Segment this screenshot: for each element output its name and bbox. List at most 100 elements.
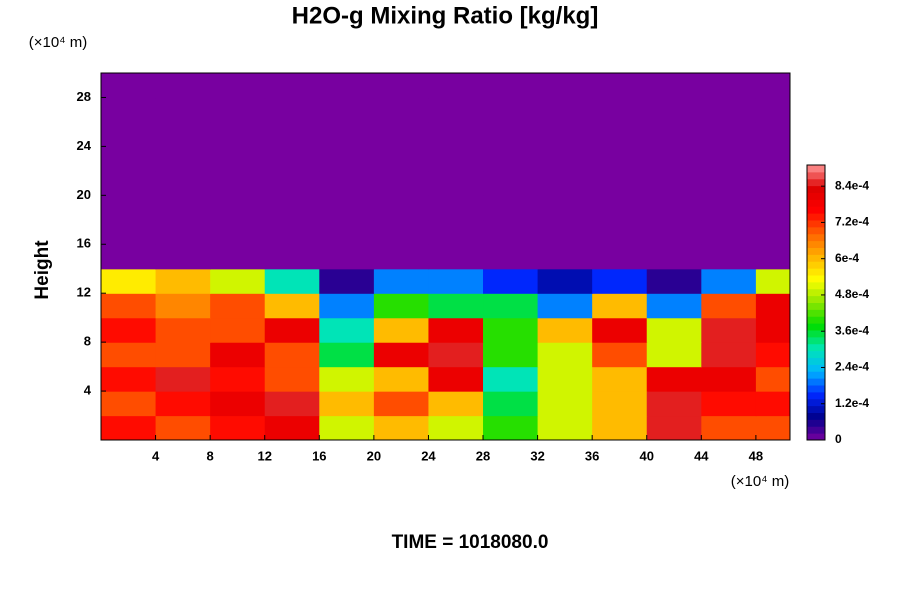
heatmap-cell xyxy=(428,391,484,417)
heatmap-cell xyxy=(646,97,702,123)
heatmap-cell xyxy=(210,391,266,417)
heatmap-cell xyxy=(264,146,320,172)
heatmap-cell xyxy=(537,121,593,147)
heatmap-cell xyxy=(428,293,484,319)
heatmap-cell xyxy=(101,293,157,319)
heatmap-cell xyxy=(483,195,539,221)
heatmap-cell xyxy=(483,121,539,147)
heatmap-cell xyxy=(101,73,157,99)
heatmap-cell xyxy=(483,146,539,172)
heatmap-cell xyxy=(101,391,157,417)
heatmap-cell xyxy=(319,73,375,99)
heatmap-cell xyxy=(373,121,430,147)
heatmap-cell xyxy=(537,97,593,123)
heatmap-cell xyxy=(101,219,157,245)
colorbar-band xyxy=(807,302,825,310)
heatmap-cell xyxy=(155,195,211,221)
y-tick-label: 28 xyxy=(77,89,91,104)
colorbar-band xyxy=(807,220,825,228)
heatmap-cell xyxy=(264,121,320,147)
heatmap-cell xyxy=(210,317,266,343)
heatmap-cell xyxy=(646,219,702,245)
heatmap-cell xyxy=(319,146,375,172)
colorbar-band xyxy=(807,343,825,352)
x-tick-label: 32 xyxy=(530,448,544,463)
heatmap-cell xyxy=(373,195,430,221)
heatmap-cell xyxy=(319,391,375,417)
heatmap-cell xyxy=(755,195,790,221)
heatmap-cell xyxy=(755,97,790,123)
heatmap-cell xyxy=(701,317,757,343)
y-tick-label: 8 xyxy=(84,334,91,349)
heatmap-cell xyxy=(428,219,484,245)
heatmap-cell xyxy=(428,170,484,196)
colorbar-band xyxy=(807,268,825,276)
heatmap-cell xyxy=(537,391,593,417)
heatmap-cell xyxy=(701,195,757,221)
heatmap-cell xyxy=(428,146,484,172)
heatmap-cell xyxy=(592,121,648,147)
heatmap-cell xyxy=(319,244,375,270)
x-tick-label: 12 xyxy=(257,448,271,463)
heatmap-cell xyxy=(210,146,266,172)
heatmap-cell xyxy=(155,293,211,319)
heatmap-cell xyxy=(701,121,757,147)
colorbar-tick-label: 1.2e-4 xyxy=(835,396,869,410)
heatmap-cell xyxy=(319,293,375,319)
heatmap-cell xyxy=(373,170,430,196)
colorbar-band xyxy=(807,323,825,331)
heatmap-cell xyxy=(755,366,790,392)
heatmap-cell xyxy=(210,121,266,147)
heatmap-cell xyxy=(428,366,484,392)
heatmap-cell xyxy=(373,73,430,99)
colorbar-band xyxy=(807,330,825,338)
heatmap-cell xyxy=(264,244,320,270)
heatmap-cell xyxy=(646,121,702,147)
heatmap-cell xyxy=(210,268,266,294)
colorbar-tick-label: 4.8e-4 xyxy=(835,287,869,301)
heatmap-cell xyxy=(264,170,320,196)
colorbar-frame xyxy=(806,164,826,441)
colorbar-band xyxy=(807,405,825,413)
heatmap-cell xyxy=(319,366,375,392)
heatmap-cell xyxy=(319,170,375,196)
heatmap-cell xyxy=(592,366,648,392)
heatmap-cell xyxy=(592,195,648,221)
heatmap-cell xyxy=(592,170,648,196)
heatmap-cell xyxy=(701,244,757,270)
heatmap-cell xyxy=(646,268,702,294)
colorbar-band xyxy=(807,240,825,248)
colorbar-tick-label: 0 xyxy=(835,432,842,446)
colorbar-band xyxy=(807,412,825,420)
heatmap-cell xyxy=(101,415,157,440)
heatmap-cell xyxy=(701,97,757,123)
heatmap-cell xyxy=(155,121,211,147)
heatmap-cell xyxy=(646,195,702,221)
heatmap-cell xyxy=(428,268,484,294)
x-tick-label: 20 xyxy=(367,448,381,463)
heatmap-cell xyxy=(101,268,157,294)
heatmap-cell xyxy=(701,342,757,368)
heatmap-cell xyxy=(155,366,211,392)
heatmap-cell xyxy=(592,391,648,417)
x-tick-label: 4 xyxy=(152,448,160,463)
heatmap-cell xyxy=(483,366,539,392)
y-tick-label: 12 xyxy=(77,285,91,300)
colorbar-band xyxy=(807,371,825,379)
heatmap-cell xyxy=(155,317,211,343)
y-tick-label: 24 xyxy=(77,138,92,153)
heatmap-cell xyxy=(592,219,648,245)
colorbar-band xyxy=(807,336,825,345)
heatmap-cell xyxy=(483,293,539,319)
heatmap-cell xyxy=(373,146,430,172)
heatmap-cell xyxy=(592,415,648,440)
colorbar-band xyxy=(807,206,825,214)
heatmap-cell xyxy=(373,415,430,440)
colorbar-band xyxy=(807,378,825,386)
heatmap-cell xyxy=(101,195,157,221)
heatmap-cell xyxy=(373,342,430,368)
colorbar-band xyxy=(807,385,825,393)
heatmap-cell xyxy=(210,415,266,440)
colorbar-band xyxy=(807,165,825,173)
heatmap-cell xyxy=(155,97,211,123)
